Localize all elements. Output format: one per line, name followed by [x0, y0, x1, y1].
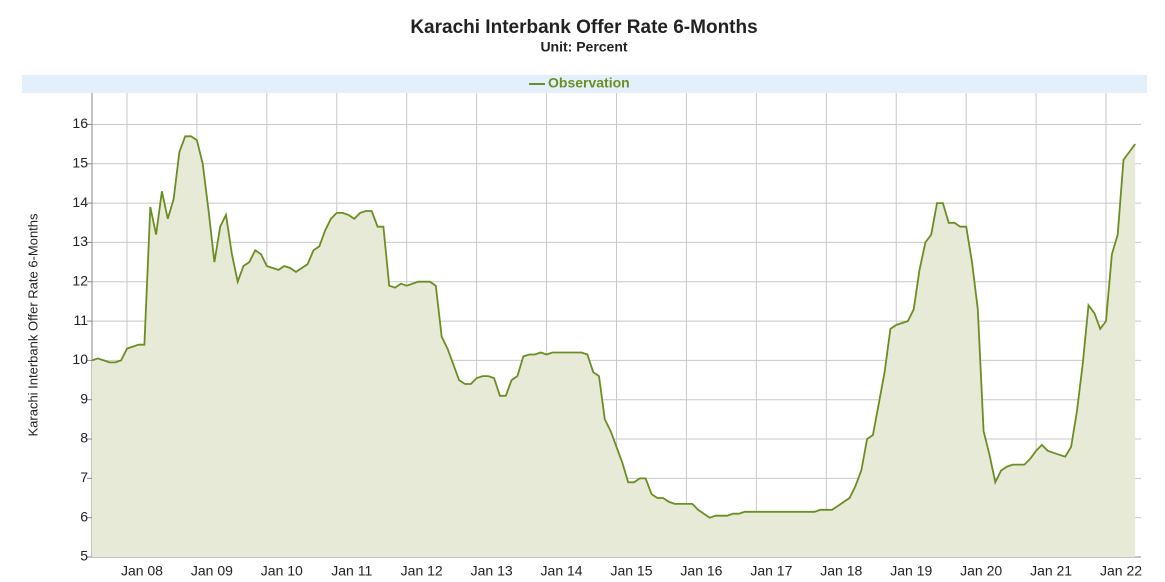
legend-bar — [22, 75, 1147, 93]
y-tick-label: 16 — [72, 115, 88, 131]
x-tick-label: Jan 21 — [1030, 563, 1072, 579]
y-tick-label: 14 — [72, 194, 88, 210]
x-tick-label: Jan 15 — [610, 563, 652, 579]
x-tick-label: Jan 16 — [680, 563, 722, 579]
x-tick-label: Jan 19 — [890, 563, 932, 579]
y-tick-label: 12 — [72, 272, 88, 288]
y-tick-label: 11 — [73, 312, 88, 328]
x-tick-label: Jan 18 — [820, 563, 862, 579]
x-tick-label: Jan 20 — [960, 563, 1002, 579]
area-fill — [92, 136, 1136, 558]
y-tick-label: 6 — [80, 508, 88, 524]
x-tick-label: Jan 08 — [121, 563, 163, 579]
y-tick-label: 15 — [72, 154, 88, 170]
x-tick-label: Jan 12 — [401, 563, 443, 579]
y-tick-label: 5 — [80, 548, 88, 564]
line — [91, 135, 1136, 519]
x-tick-label: Jan 11 — [331, 563, 372, 579]
x-tick-label: Jan 17 — [750, 563, 792, 579]
x-tick-label: Jan 14 — [541, 563, 583, 579]
legend-label: Observation — [548, 75, 630, 91]
chart-title: Karachi Interbank Offer Rate 6-Months — [410, 17, 757, 38]
y-tick-label: 9 — [80, 390, 88, 406]
x-tick-label: Jan 10 — [261, 563, 303, 579]
x-tick-label: Jan 22 — [1100, 563, 1142, 579]
chart-subtitle: Unit: Percent — [540, 39, 627, 55]
y-tick-label: 8 — [80, 430, 88, 446]
y-tick-label: 13 — [72, 233, 88, 249]
y-tick-label: 7 — [80, 469, 88, 485]
x-tick-label: Jan 13 — [471, 563, 513, 579]
y-tick-label: 10 — [72, 351, 88, 367]
y-axis-label: Karachi Interbank Offer Rate 6-Months — [25, 213, 40, 437]
x-tick-label: Jan 09 — [191, 563, 233, 579]
